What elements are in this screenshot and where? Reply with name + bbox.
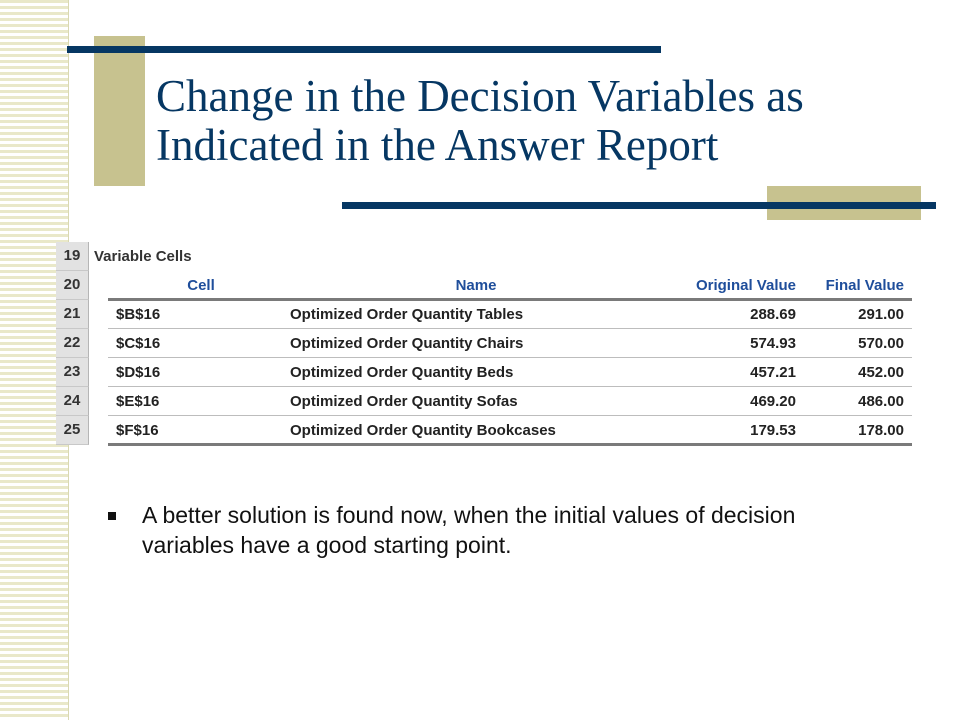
row-border <box>108 328 912 329</box>
slide-title: Change in the Decision Variables as Indi… <box>156 71 804 170</box>
row-border <box>108 357 912 358</box>
column-header-original-value: Original Value <box>695 277 796 294</box>
header-bottom-border <box>108 298 912 301</box>
answer-report-table: 19 Variable Cells 20 Cell Name Original … <box>56 242 916 446</box>
table-row: 22 $C$16 Optimized Order Quantity Chairs… <box>56 329 916 358</box>
sheet-row-header: 20 Cell Name Original Value Final Value <box>56 271 916 301</box>
original-value: 574.93 <box>750 335 796 352</box>
table-row: 25 $F$16 Optimized Order Quantity Bookca… <box>56 416 916 446</box>
row-number: 23 <box>56 358 89 387</box>
final-value: 178.00 <box>858 422 904 439</box>
cell-reference: $F$16 <box>116 422 159 439</box>
title-top-rule <box>67 46 661 53</box>
original-value: 288.69 <box>750 306 796 323</box>
variable-name: Optimized Order Quantity Beds <box>290 364 514 381</box>
final-value: 570.00 <box>858 335 904 352</box>
variable-name: Optimized Order Quantity Bookcases <box>290 422 556 439</box>
sheet-row-section: 19 Variable Cells <box>56 242 916 271</box>
title-bottom-rule <box>342 202 936 209</box>
cell-reference: $D$16 <box>116 364 161 381</box>
cell-reference: $E$16 <box>116 393 160 410</box>
row-number: 19 <box>56 242 89 271</box>
final-value: 486.00 <box>858 393 904 410</box>
cell-reference: $C$16 <box>116 335 161 352</box>
bullet-text: A better solution is found now, when the… <box>142 502 796 558</box>
table-bottom-border <box>108 443 912 446</box>
variable-name: Optimized Order Quantity Sofas <box>290 393 518 410</box>
row-border <box>108 386 912 387</box>
column-header-cell: Cell <box>187 277 215 294</box>
original-value: 469.20 <box>750 393 796 410</box>
variable-name: Optimized Order Quantity Chairs <box>290 335 524 352</box>
row-number: 22 <box>56 329 89 358</box>
column-header-name: Name <box>455 277 497 294</box>
row-number: 21 <box>56 300 89 329</box>
final-value: 452.00 <box>858 364 904 381</box>
title-accent-block-left <box>94 36 145 186</box>
cell-reference: $B$16 <box>116 306 161 323</box>
table-row: 24 $E$16 Optimized Order Quantity Sofas … <box>56 387 916 416</box>
original-value: 179.53 <box>750 422 796 439</box>
final-value: 291.00 <box>858 306 904 323</box>
variable-name: Optimized Order Quantity Tables <box>290 306 524 323</box>
section-title: Variable Cells <box>94 248 192 265</box>
table-row: 21 $B$16 Optimized Order Quantity Tables… <box>56 300 916 329</box>
column-header-final-value: Final Value <box>825 277 904 294</box>
row-number: 20 <box>56 271 89 300</box>
row-number: 24 <box>56 387 89 416</box>
original-value: 457.21 <box>750 364 796 381</box>
bullet-point: A better solution is found now, when the… <box>108 500 838 560</box>
row-number: 25 <box>56 416 89 445</box>
row-border <box>108 415 912 416</box>
square-bullet-icon <box>108 512 116 520</box>
table-row: 23 $D$16 Optimized Order Quantity Beds 4… <box>56 358 916 387</box>
